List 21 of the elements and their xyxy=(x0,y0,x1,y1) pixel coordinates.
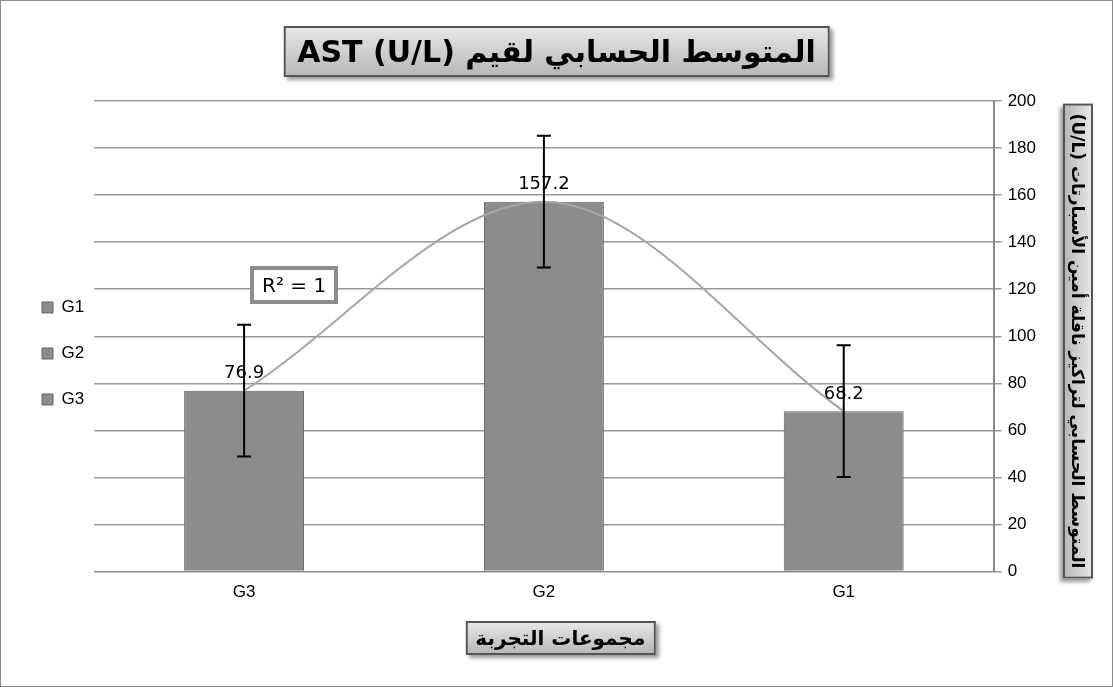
legend-label: G1 xyxy=(61,297,85,317)
y-tick-label: 80 xyxy=(1007,373,1027,393)
y-tick-label: 140 xyxy=(1007,231,1037,251)
y-axis-title: المتوسط الحسابي لتراكيز ناقلة أمين الأسبارتات (U/L) xyxy=(1063,103,1093,579)
chart-title: المتوسط الحسابي لقيم AST (U/L) xyxy=(283,26,830,77)
y-tick-label: 160 xyxy=(1007,184,1037,204)
x-tick-label: G1 xyxy=(832,582,856,602)
x-axis-title: مجموعات التجربة xyxy=(465,621,656,655)
x-tick-label: G2 xyxy=(532,582,556,602)
annotation: R² = 1 xyxy=(250,266,339,304)
y-tick-label: 20 xyxy=(1007,514,1027,534)
y-tick-label: 100 xyxy=(1007,325,1037,345)
y-tick-label: 0 xyxy=(1007,561,1018,581)
y-tick-label: 40 xyxy=(1007,467,1027,487)
y-tick-label: 180 xyxy=(1007,137,1037,157)
y-tick-label: 120 xyxy=(1007,278,1037,298)
legend-label: G2 xyxy=(61,343,85,363)
legend-label: G3 xyxy=(61,389,85,409)
y-tick-label: 60 xyxy=(1007,420,1027,440)
y-tick-label: 200 xyxy=(1007,90,1037,110)
x-tick-label: G3 xyxy=(232,582,256,602)
